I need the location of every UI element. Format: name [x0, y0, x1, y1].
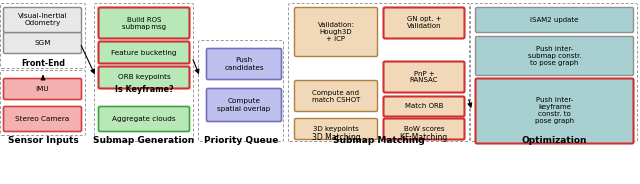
Text: Push inter-
keyframe
constr. to
pose graph: Push inter- keyframe constr. to pose gra… [535, 98, 574, 125]
Text: Compute
spatial overlap: Compute spatial overlap [218, 98, 271, 112]
FancyBboxPatch shape [383, 118, 465, 139]
FancyBboxPatch shape [99, 42, 189, 63]
FancyBboxPatch shape [207, 89, 282, 121]
FancyBboxPatch shape [383, 8, 465, 38]
Text: iSAM2 update: iSAM2 update [531, 17, 579, 23]
Text: GN opt. +
Validation: GN opt. + Validation [406, 17, 442, 29]
Text: Visual-Inertial
Odometry: Visual-Inertial Odometry [18, 13, 67, 26]
Text: Priority Queue: Priority Queue [204, 136, 278, 145]
Text: Submap Matching: Submap Matching [333, 136, 425, 145]
FancyBboxPatch shape [3, 79, 81, 100]
FancyBboxPatch shape [294, 8, 378, 56]
FancyBboxPatch shape [383, 61, 465, 93]
Text: KF Matching: KF Matching [401, 133, 447, 142]
Text: Validation:
Hough3D
+ ICP: Validation: Hough3D + ICP [317, 22, 355, 42]
FancyBboxPatch shape [207, 49, 282, 79]
FancyBboxPatch shape [3, 107, 81, 132]
Text: Stereo Camera: Stereo Camera [15, 116, 70, 122]
Text: SGM: SGM [35, 40, 51, 46]
FancyBboxPatch shape [99, 8, 189, 38]
Text: Feature bucketing: Feature bucketing [111, 49, 177, 56]
Text: Is Keyframe?: Is Keyframe? [115, 85, 173, 94]
Text: ORB keypoints: ORB keypoints [118, 75, 170, 81]
Text: Match ORB: Match ORB [404, 103, 444, 109]
Text: Build ROS
submap msg: Build ROS submap msg [122, 17, 166, 29]
Text: BoW scores: BoW scores [404, 126, 444, 132]
Text: Optimization: Optimization [521, 136, 587, 145]
Text: 3D keypoints: 3D keypoints [313, 126, 359, 132]
Text: Sensor Inputs: Sensor Inputs [8, 136, 78, 145]
FancyBboxPatch shape [476, 36, 634, 75]
FancyBboxPatch shape [383, 96, 465, 116]
FancyBboxPatch shape [99, 66, 189, 89]
Text: Submap Generation: Submap Generation [93, 136, 195, 145]
FancyBboxPatch shape [99, 107, 189, 132]
Text: Aggregate clouds: Aggregate clouds [112, 116, 176, 122]
Text: Compute and
match CSHOT: Compute and match CSHOT [312, 89, 360, 102]
Text: Push inter-
submap constr.
to pose graph: Push inter- submap constr. to pose graph [528, 46, 581, 66]
Text: Push
candidates: Push candidates [224, 57, 264, 70]
Text: 3D Matching: 3D Matching [312, 133, 360, 142]
FancyBboxPatch shape [476, 8, 634, 33]
FancyBboxPatch shape [294, 81, 378, 112]
Text: IMU: IMU [36, 86, 49, 92]
FancyBboxPatch shape [476, 79, 634, 144]
FancyBboxPatch shape [294, 118, 378, 139]
FancyBboxPatch shape [3, 8, 81, 33]
FancyBboxPatch shape [3, 33, 81, 54]
Text: PnP +
RANSAC: PnP + RANSAC [410, 70, 438, 84]
Text: Front-End: Front-End [21, 59, 65, 68]
